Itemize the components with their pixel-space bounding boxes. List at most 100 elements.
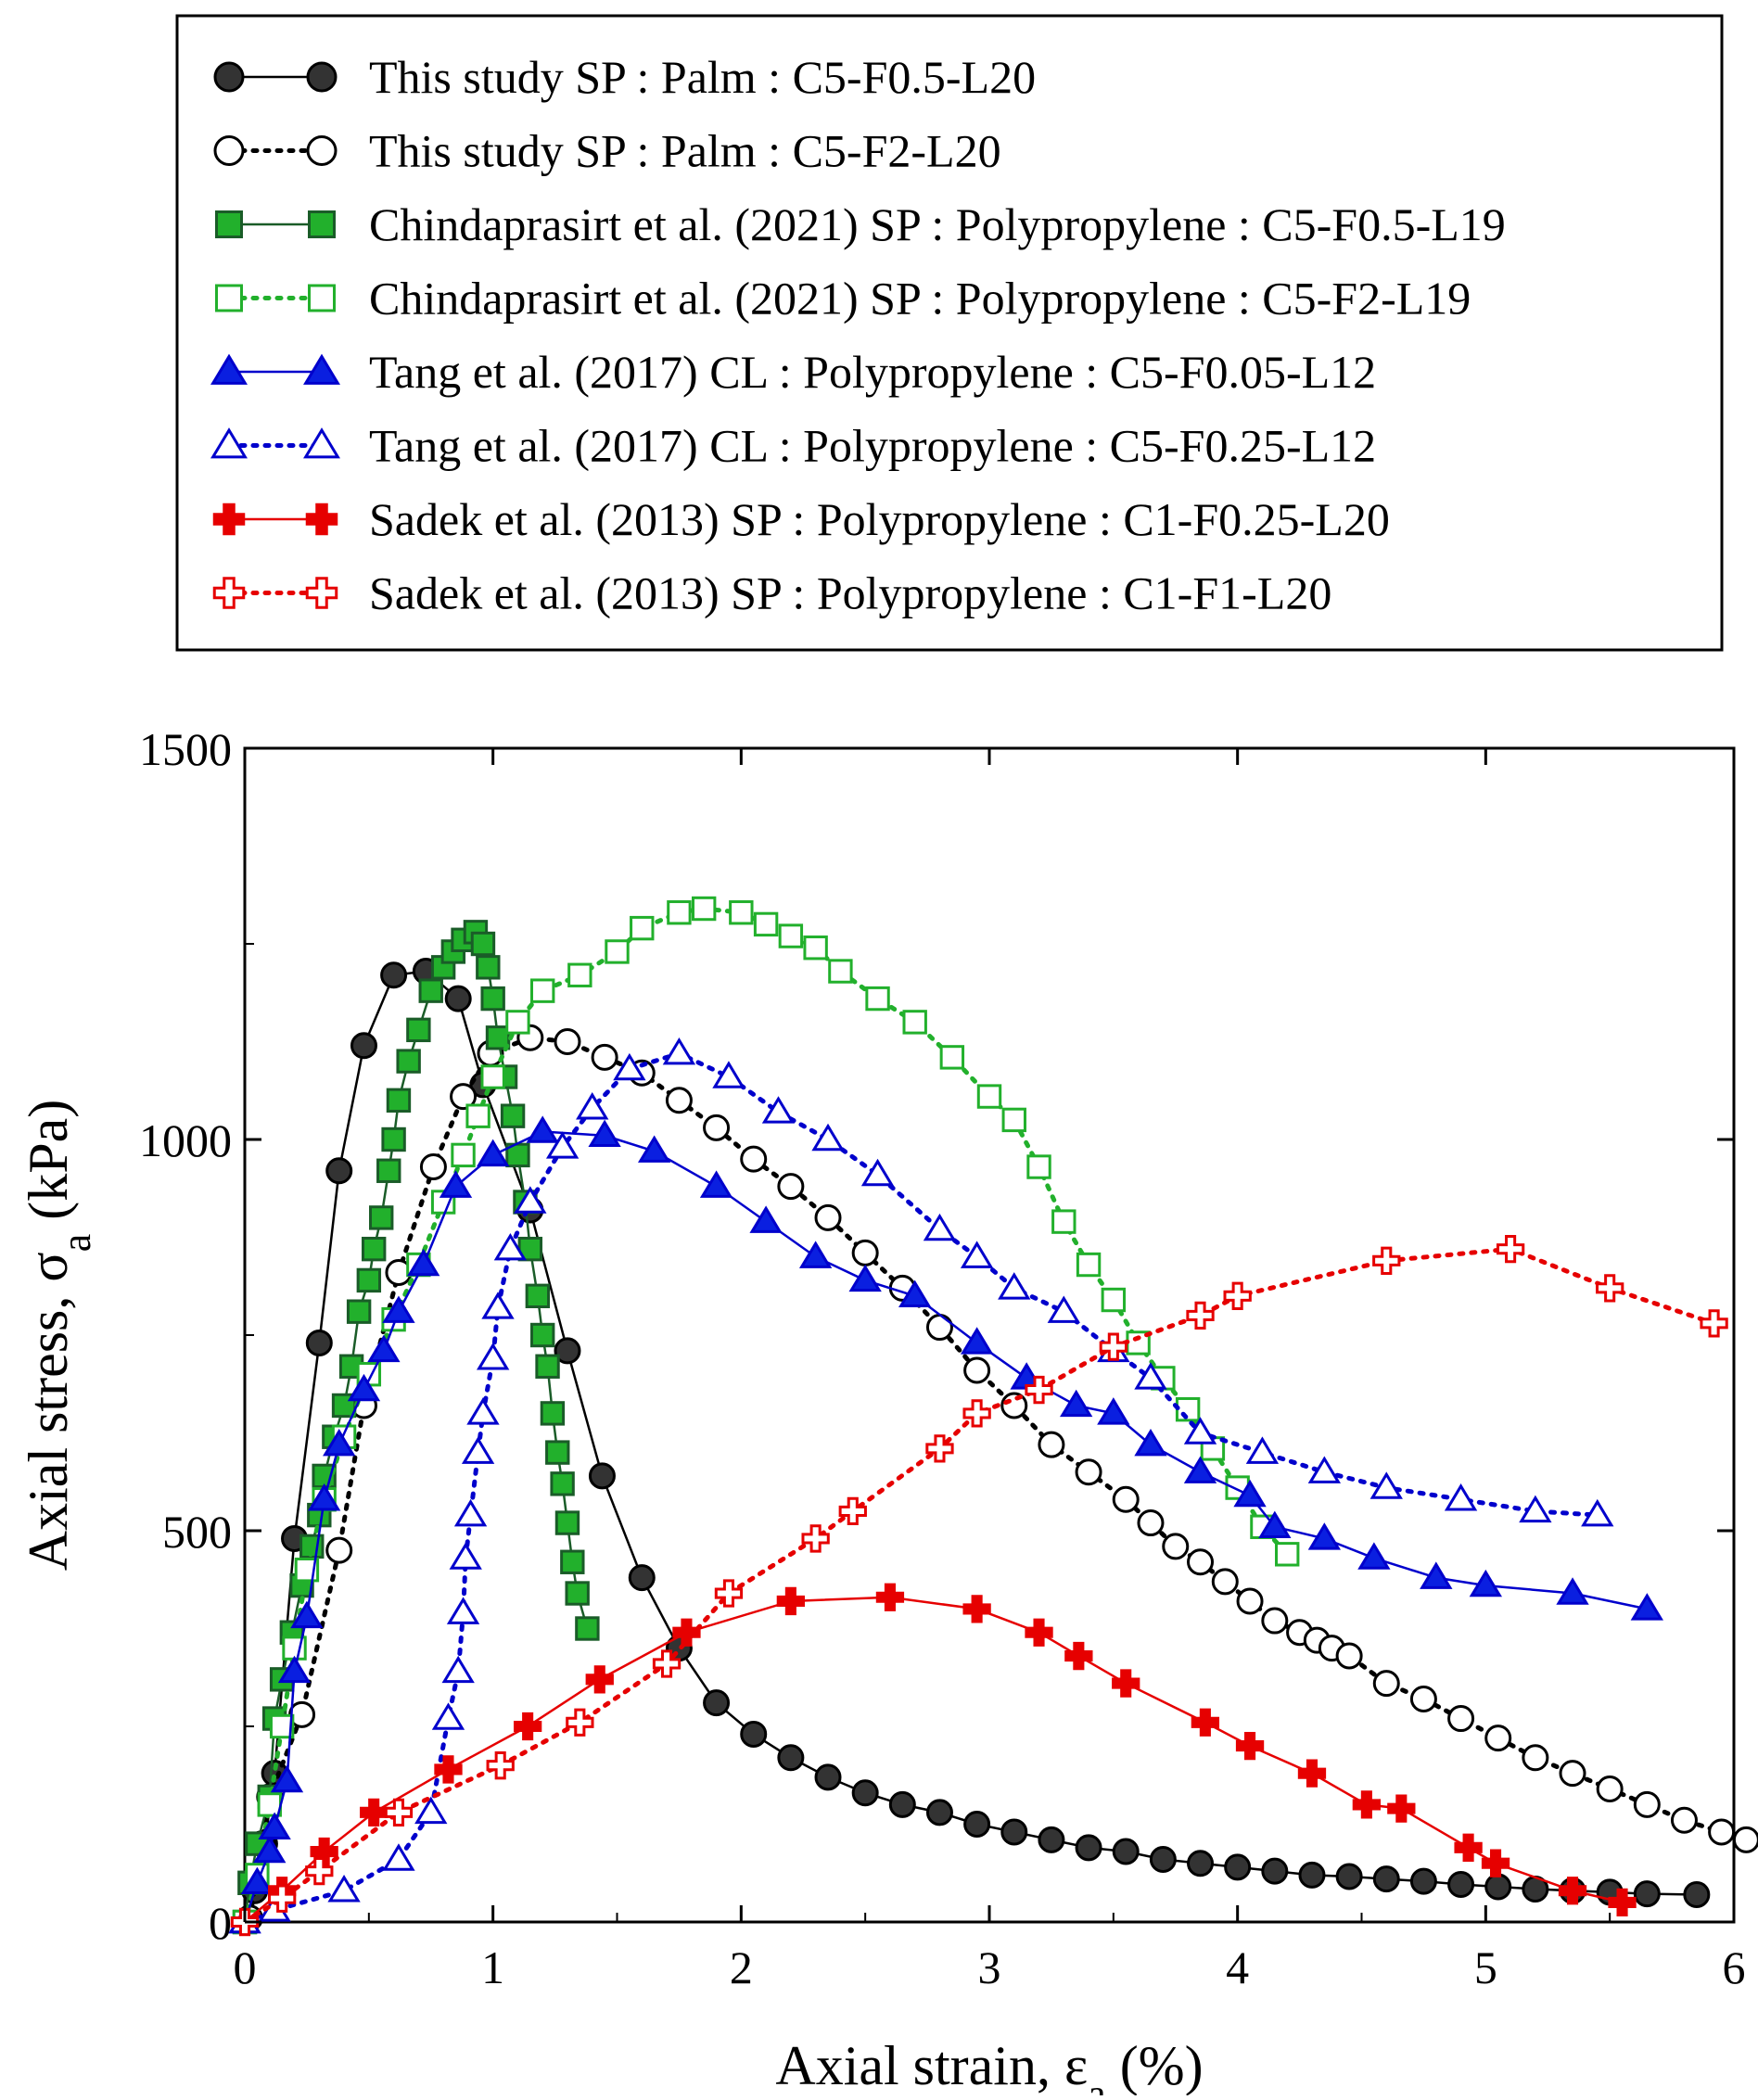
series-8-point xyxy=(566,1708,594,1737)
series-1-point xyxy=(703,1689,731,1717)
series-7-point xyxy=(1191,1708,1220,1737)
series-1-point xyxy=(1224,1853,1252,1881)
series-5-point xyxy=(407,1248,440,1277)
series-4-point xyxy=(605,939,630,964)
series-5-point xyxy=(749,1205,783,1233)
series-3-point xyxy=(540,1401,566,1426)
x-tick-label: 0 xyxy=(234,1941,257,1993)
series-3-point xyxy=(560,1549,585,1574)
series-8-point xyxy=(838,1496,867,1526)
series-2-point xyxy=(1187,1548,1215,1576)
x-axis-ticks: 0 1 2 3 4 5 6 xyxy=(234,748,1746,1993)
series-7 xyxy=(230,1583,1637,1937)
series-4-point xyxy=(269,1713,295,1739)
series-1-point xyxy=(1112,1838,1140,1865)
series-1-point xyxy=(628,1564,656,1592)
series-2-point xyxy=(1372,1670,1400,1698)
series-2-point xyxy=(1236,1587,1264,1615)
series-4-point xyxy=(1101,1287,1127,1313)
series-7-point xyxy=(1454,1833,1483,1862)
series-3 xyxy=(232,920,600,1935)
legend-label: Chindaprasirt et al. (2021) SP : Polypro… xyxy=(369,273,1471,325)
series-1-point xyxy=(1484,1873,1512,1901)
series-7-point xyxy=(1297,1759,1327,1788)
series-1-point xyxy=(1075,1834,1102,1862)
legend-label: Sadek et al. (2013) SP : Polypropylene :… xyxy=(369,567,1331,619)
series-2-point xyxy=(1261,1607,1289,1635)
series-2-point xyxy=(419,1153,447,1181)
series-8-point xyxy=(1186,1301,1215,1330)
series-1-point xyxy=(1261,1857,1289,1885)
series-3-point xyxy=(361,1236,387,1262)
legend-marker xyxy=(212,577,246,609)
series-7-point xyxy=(513,1712,542,1741)
series-6-point xyxy=(431,1702,465,1730)
series-2-point xyxy=(925,1314,953,1342)
series-2-point xyxy=(665,1087,693,1114)
legend-marker xyxy=(215,284,243,312)
series-4-point xyxy=(753,911,779,937)
legend-marker xyxy=(210,353,248,385)
series-7-point xyxy=(1481,1849,1510,1877)
series-8-point xyxy=(714,1579,744,1608)
series-3-point xyxy=(554,1510,580,1535)
y-tick-label: 0 xyxy=(209,1897,232,1949)
series-5-point xyxy=(960,1327,994,1355)
series-2-point xyxy=(1211,1568,1239,1596)
series-2-point xyxy=(1522,1744,1549,1772)
series-6-point xyxy=(414,1796,448,1825)
legend-entry-1: This study SP : Palm : C5-F0.5-L20 xyxy=(213,51,1036,103)
series-3-point xyxy=(396,1049,421,1074)
legend-marker xyxy=(212,503,246,536)
series-8-point xyxy=(1496,1235,1525,1264)
series-2-point xyxy=(1708,1818,1736,1846)
series-6-point xyxy=(576,1092,609,1120)
series-4-point xyxy=(691,896,717,922)
series-5-point xyxy=(277,1655,312,1684)
series-4-point xyxy=(1001,1107,1026,1133)
series-8-point xyxy=(1596,1274,1624,1303)
series-1-point xyxy=(1447,1870,1475,1898)
series-1 xyxy=(231,958,1711,1936)
series-1-point xyxy=(1409,1867,1437,1895)
series-5-point xyxy=(323,1428,356,1457)
series-4-point xyxy=(828,959,853,984)
series-8-point xyxy=(801,1524,830,1553)
series-3-point xyxy=(346,1299,372,1324)
series-1-point xyxy=(777,1744,805,1772)
series-2-point xyxy=(1559,1760,1586,1788)
series-1-point xyxy=(1000,1818,1028,1846)
legend-label: Chindaprasirt et al. (2021) SP : Polypro… xyxy=(369,198,1506,250)
series-1-point xyxy=(925,1799,953,1826)
legend-marker xyxy=(210,427,248,459)
series-5-point xyxy=(1420,1561,1453,1589)
y-tick-label: 500 xyxy=(162,1506,232,1558)
legend-label: Sadek et al. (2013) SP : Polypropylene :… xyxy=(369,493,1390,545)
series-2-point xyxy=(1335,1642,1363,1670)
series-1-point xyxy=(1149,1845,1177,1873)
series-6-point xyxy=(1307,1456,1342,1483)
series-2-point xyxy=(1137,1509,1165,1537)
series-1-point xyxy=(1187,1850,1215,1877)
legend-marker xyxy=(308,284,336,312)
series-3-point xyxy=(369,1205,394,1230)
legend-label: This study SP : Palm : C5-F2-L20 xyxy=(369,125,1001,177)
series-4-point xyxy=(902,1010,927,1035)
series-2-point xyxy=(1112,1485,1140,1513)
series-2-point xyxy=(1038,1431,1065,1458)
legend-box xyxy=(175,14,1724,652)
series-6-point xyxy=(1581,1498,1614,1527)
series-7-point xyxy=(1112,1669,1140,1698)
legend-label: This study SP : Palm : C5-F0.5-L20 xyxy=(369,51,1036,103)
series-3-point xyxy=(476,955,501,980)
series-3-point xyxy=(376,1158,401,1183)
series-1-point xyxy=(380,961,408,989)
series-7-point xyxy=(1387,1794,1416,1823)
x-axis-title: Axial strain, εa (%) xyxy=(775,2035,1203,2095)
series-7-point xyxy=(585,1665,614,1694)
series-8-point xyxy=(1099,1332,1127,1361)
series-6-point xyxy=(466,1397,500,1425)
series-2-point xyxy=(1162,1533,1190,1560)
x-tick-label: 6 xyxy=(1723,1941,1746,1993)
